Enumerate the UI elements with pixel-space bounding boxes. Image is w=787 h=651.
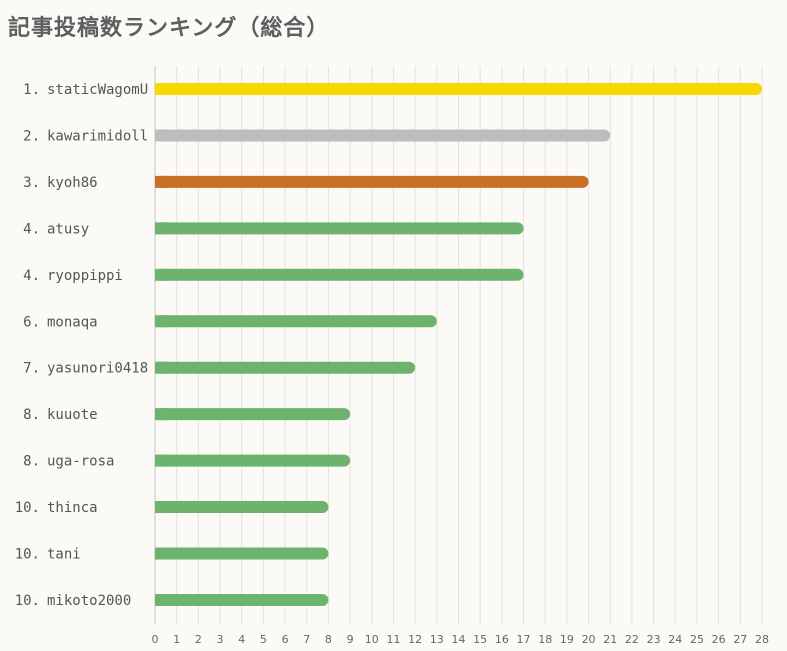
x-tick-label: 28 — [755, 633, 769, 646]
rank-number: 8. — [23, 454, 40, 470]
user-name: tani — [47, 547, 81, 563]
bar-base — [155, 454, 167, 467]
x-tick-label: 7 — [303, 633, 310, 646]
bar — [155, 501, 329, 514]
y-category-label: 6. monaqa — [23, 314, 97, 330]
bar — [155, 175, 589, 188]
bar — [155, 222, 524, 235]
x-tick-label: 13 — [430, 633, 444, 646]
bar — [155, 315, 437, 328]
rank-number: 4. — [23, 268, 40, 284]
user-name: staticWagomU — [47, 82, 148, 98]
bar-base — [155, 547, 167, 560]
rank-number: 2. — [23, 128, 40, 144]
bar-base — [155, 83, 167, 95]
bar-base — [155, 268, 167, 281]
bar — [155, 361, 416, 374]
rank-number: 10. — [15, 593, 40, 609]
x-tick-label: 3 — [217, 633, 224, 646]
y-category-label: 10. thinca — [15, 500, 98, 516]
x-tick-label: 17 — [517, 633, 531, 646]
x-tick-label: 16 — [495, 633, 509, 646]
x-tick-label: 20 — [582, 633, 596, 646]
rank-number: 3. — [23, 175, 40, 191]
page-title: 記事投稿数ランキング（総合） — [8, 15, 330, 41]
bar-base — [155, 129, 167, 142]
bar — [155, 83, 762, 95]
x-tick-label: 0 — [152, 633, 159, 646]
user-name: ryoppippi — [47, 268, 123, 284]
y-category-label: 8. uga-rosa — [23, 454, 114, 470]
bar — [155, 408, 351, 421]
x-tick-label: 8 — [325, 633, 332, 646]
x-tick-label: 4 — [238, 633, 245, 646]
user-name: yasunori0418 — [47, 361, 148, 377]
rank-number: 6. — [23, 314, 40, 330]
bar-base — [155, 175, 167, 188]
y-category-label: 3. kyoh86 — [23, 175, 97, 191]
x-tick-label: 22 — [625, 633, 639, 646]
x-tick-label: 25 — [690, 633, 704, 646]
user-name: kuuote — [47, 407, 98, 423]
x-tick-label: 27 — [733, 633, 747, 646]
x-tick-label: 10 — [365, 633, 379, 646]
bar — [155, 593, 329, 606]
rank-number: 7. — [23, 361, 40, 377]
user-name: kyoh86 — [47, 175, 98, 191]
x-tick-label: 1 — [173, 633, 180, 646]
x-tick-label: 18 — [538, 633, 552, 646]
bar — [155, 454, 351, 467]
x-tick-label: 23 — [647, 633, 661, 646]
y-category-label: 10. mikoto2000 — [15, 593, 132, 609]
chart-y-labels: 1. staticWagomU 2. kawarimidoll 3. kyoh86 4. at… — [15, 82, 148, 609]
x-tick-label: 2 — [195, 633, 202, 646]
bar-base — [155, 593, 167, 606]
bar-base — [155, 361, 167, 374]
x-tick-label: 5 — [260, 633, 267, 646]
y-category-label: 7. yasunori0418 — [23, 361, 148, 377]
y-category-label: 2. kawarimidoll — [23, 128, 148, 144]
x-tick-label: 11 — [386, 633, 400, 646]
y-category-label: 10. tani — [15, 547, 81, 563]
bar-base — [155, 315, 167, 328]
x-tick-label: 24 — [668, 633, 682, 646]
rank-number: 8. — [23, 407, 40, 423]
rank-number: 1. — [23, 82, 40, 98]
bar-base — [155, 222, 167, 235]
bar-base — [155, 501, 167, 514]
x-tick-label: 14 — [452, 633, 466, 646]
x-tick-label: 6 — [282, 633, 289, 646]
user-name: uga-rosa — [47, 454, 114, 470]
x-tick-label: 12 — [408, 633, 422, 646]
bar — [155, 268, 524, 281]
y-category-label: 4. ryoppippi — [23, 268, 123, 284]
rank-number: 10. — [15, 500, 40, 516]
user-name: thinca — [47, 500, 98, 516]
user-name: atusy — [47, 221, 89, 237]
x-tick-label: 19 — [560, 633, 574, 646]
user-name: kawarimidoll — [47, 128, 148, 144]
rank-number: 10. — [15, 547, 40, 563]
bar — [155, 129, 611, 142]
bar-base — [155, 408, 167, 421]
x-tick-label: 26 — [712, 633, 726, 646]
user-name: mikoto2000 — [47, 593, 131, 609]
x-tick-label: 15 — [473, 633, 487, 646]
x-tick-label: 9 — [347, 633, 354, 646]
chart-grid — [154, 66, 763, 624]
y-category-label: 1. staticWagomU — [23, 82, 148, 98]
x-tick-label: 21 — [603, 633, 617, 646]
chart-x-ticks: 0 1 2 3 4 5 6 7 8 9 10 11 12 13 14 15 16 17 18 19 20 21 22 23 24… — [152, 633, 770, 646]
chart-bars — [155, 83, 762, 606]
rank-number: 4. — [23, 221, 40, 237]
y-category-label: 8. kuuote — [23, 407, 97, 423]
bar — [155, 547, 329, 560]
user-name: monaqa — [47, 314, 98, 330]
y-category-label: 4. atusy — [23, 221, 89, 237]
